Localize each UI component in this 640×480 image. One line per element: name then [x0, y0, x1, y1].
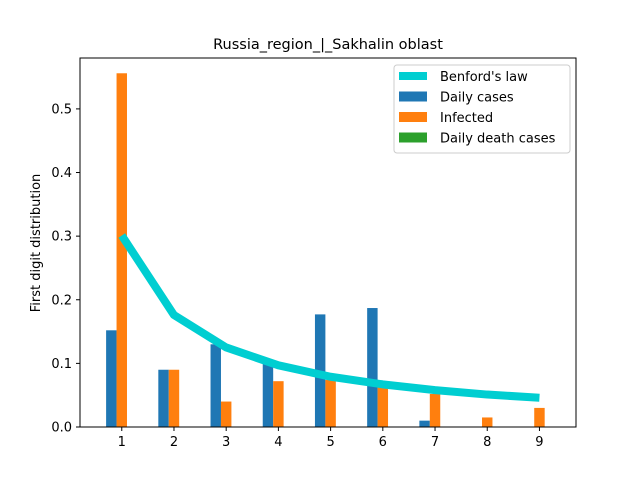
y-tick-label-0.1: 0.1	[51, 357, 72, 372]
x-tick-label-6: 6	[379, 435, 387, 450]
bar-infected-6	[377, 386, 389, 427]
x-tick-label-7: 7	[431, 435, 439, 450]
bar-infected-8	[482, 417, 493, 427]
bar-daily-cases-3	[210, 344, 221, 427]
legend-label-infected: Infected	[440, 111, 493, 126]
plot-frame	[79, 57, 577, 428]
legend-swatch-infected	[399, 112, 427, 122]
y-tick-label-0.0: 0.0	[51, 421, 72, 436]
y-axis-label: First digit distribution	[29, 174, 44, 313]
y-tick-label-0.3: 0.3	[51, 230, 72, 245]
bar-daily-cases-2	[158, 369, 169, 427]
bar-infected-2	[168, 369, 180, 427]
chart-title: Russia_region_|_Sakhalin oblast	[213, 37, 443, 53]
bar-infected-4	[273, 381, 284, 427]
axes-layer: 1 2 3 4 5 6 7 8 9 0.0 0.1 0.2 0.3 0.4 0.5	[51, 57, 577, 450]
x-tick-label-2: 2	[170, 435, 178, 450]
y-tick-label-0.5: 0.5	[51, 102, 72, 117]
legend-swatch-daily-cases	[399, 91, 427, 102]
y-tick-label-0.2: 0.2	[51, 293, 72, 308]
legend-label-daily-cases: Daily cases	[440, 91, 514, 106]
legend-label-daily-death-cases: Daily death cases	[440, 132, 556, 147]
x-tick-label-1: 1	[118, 435, 126, 450]
bar-daily-cases-6	[367, 308, 378, 427]
line-layer	[118, 233, 540, 402]
y-tick-label-0.4: 0.4	[51, 166, 72, 181]
legend-box	[393, 64, 571, 154]
line-benford-s-law	[118, 233, 540, 402]
bar-infected-7	[429, 393, 441, 427]
x-tick-label-9: 9	[535, 435, 543, 450]
x-tick-label-8: 8	[483, 435, 491, 450]
bar-infected-9	[534, 407, 545, 427]
bar-infected-5	[325, 379, 336, 427]
bar-daily-cases-4	[262, 363, 274, 427]
x-tick-label-5: 5	[326, 435, 334, 450]
bar-infected-3	[220, 401, 232, 427]
bar-daily-cases-7	[419, 420, 430, 427]
bar-infected-1	[116, 73, 127, 428]
legend-swatch-daily-death-cases	[399, 132, 427, 143]
x-tick-label-3: 3	[222, 435, 230, 450]
bar-daily-cases-1	[106, 330, 117, 427]
x-tick-label-4: 4	[274, 435, 282, 450]
legend-label-benford-s-law: Benford's law	[440, 70, 528, 85]
legend: Benford's law Daily cases Infected Daily de…	[393, 64, 571, 154]
